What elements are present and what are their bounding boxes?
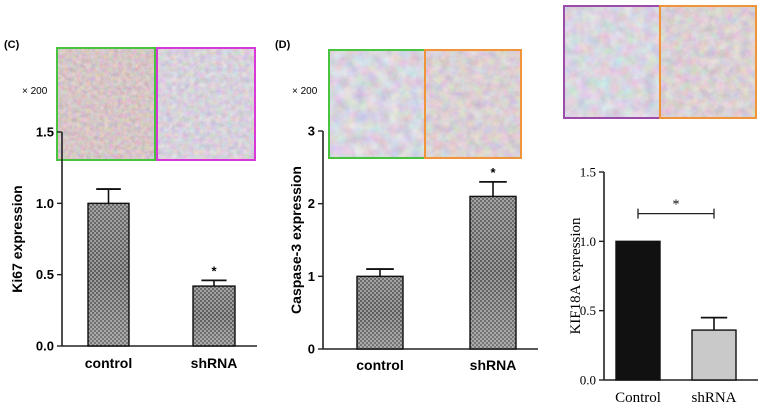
c-y-label: Ki67 expression <box>9 185 25 292</box>
chart-kif18a: 0.0 0.5 1.0 1.5 KIF18A expression Control shRN… <box>568 165 758 406</box>
panel-d-label: (D) <box>275 39 291 51</box>
c-category-label: shRNA <box>191 355 238 371</box>
d-y-tick-label: 2 <box>308 196 315 211</box>
panel-c-label: (C) <box>4 39 20 51</box>
c-significance-star: * <box>211 263 217 278</box>
kif18a-y-tick-label: 0.5 <box>580 303 596 318</box>
tile-kif-shrna <box>659 5 757 119</box>
d-y-label: Caspase-3 expression <box>288 166 304 314</box>
d-y-tick-label: 0 <box>308 342 315 357</box>
kif18a-category-label: Control <box>615 390 661 406</box>
d-category-label: shRNA <box>470 357 517 373</box>
tile-kif-shrna-border <box>659 5 757 119</box>
kif18a-bar-shrna <box>691 329 737 381</box>
c-bar-shade <box>194 287 234 345</box>
panel-d-magnification: × 200 <box>292 86 318 97</box>
d-bar-shade <box>471 197 515 348</box>
c-y-tick-label: 1.5 <box>36 125 54 140</box>
tile-c-shrna-border <box>156 47 256 161</box>
kif18a-bracket-star: * <box>673 198 680 213</box>
c-y-tick-label: 1.0 <box>36 196 54 211</box>
tile-c-shrna <box>156 47 256 161</box>
chart-d: 0 1 2 3 Caspase-3 expression control * shRNA <box>288 124 538 373</box>
panel-d: (D) × 200 0 1 2 3 Caspase-3 expression contro… <box>275 39 538 373</box>
panel-kif18a: 0.0 0.5 1.0 1.5 KIF18A expression Control shRN… <box>563 5 758 406</box>
tile-d-shrna <box>424 49 522 159</box>
kif18a-bar-control <box>615 240 661 381</box>
tile-d-control <box>328 49 426 159</box>
panel-c: (C) × 200 0.0 0.5 1.0 1.5 Ki67 expression con… <box>4 39 257 371</box>
d-category-label: control <box>356 357 403 373</box>
tile-d-shrna-border <box>424 49 522 159</box>
c-bar-shade <box>89 204 128 345</box>
c-category-label: control <box>85 355 132 371</box>
panel-c-magnification: × 200 <box>22 86 48 97</box>
d-y-tick-label: 3 <box>308 124 315 139</box>
d-significance-star: * <box>490 165 496 180</box>
kif18a-y-tick-label: 1.0 <box>580 234 596 249</box>
kif18a-category-label: shRNA <box>691 390 736 406</box>
kif18a-y-tick-label: 0.0 <box>580 373 596 388</box>
d-y-tick-label: 1 <box>308 269 315 284</box>
d-bar-shade <box>358 277 402 348</box>
tile-c-control <box>56 47 156 161</box>
c-y-tick-label: 0.0 <box>36 339 54 354</box>
chart-c: 0.0 0.5 1.0 1.5 Ki67 expression control * shRNA <box>9 125 257 371</box>
tile-kif-control <box>563 5 661 119</box>
kif18a-y-label: KIF18A expression <box>568 217 584 335</box>
kif18a-y-tick-label: 1.5 <box>580 165 596 180</box>
c-y-tick-label: 0.5 <box>36 267 54 282</box>
tile-c-control-border <box>56 47 156 161</box>
